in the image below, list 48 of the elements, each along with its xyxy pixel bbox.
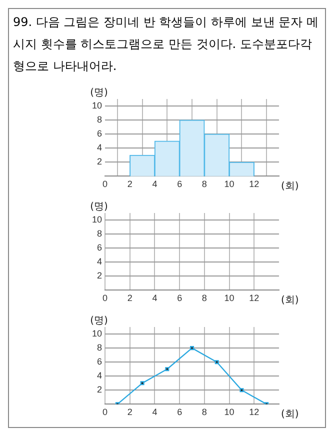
y-tick-label: 6 [96,128,102,139]
point [190,346,194,350]
y-tick-label: 6 [96,242,102,253]
x-axis-title: (회) [281,408,299,420]
y-tick-label: 4 [96,256,102,267]
x-tick-label: 0 [102,293,108,304]
x-tick-label: 12 [249,293,260,304]
x-tick-label: 10 [224,179,234,190]
x-tick-label: 10 [224,293,234,304]
y-tick-label: 2 [96,384,102,395]
x-tick-label: 4 [152,293,158,304]
x-tick-label: 12 [249,407,260,418]
x-tick-label: 6 [177,293,182,304]
y-tick-label: 10 [92,100,102,111]
x-tick-label: 0 [102,179,108,190]
chart-title: 99. 다음 그림은 장미네 반 학생들이 하루에 보낸 문자 메시지 횟수를 히스토그램으로 만든 것이다. 도수분포다각형으로 나타내어라. [12,14,320,75]
y-axis-title: (명) [90,316,108,327]
x-tick-label: 4 [152,179,158,190]
x-tick-label: 10 [224,407,234,418]
y-tick-label: 8 [96,114,102,125]
y-axis-title: (명) [90,88,108,99]
x-tick-label: 8 [202,407,207,418]
point [165,367,170,372]
x-tick-label: 12 [249,179,260,190]
x-tick-label: 8 [202,179,207,190]
y-tick-label: 8 [96,342,102,353]
x-tick-label: 2 [127,407,132,418]
y-tick-label: 10 [92,214,102,225]
x-tick-label: 8 [202,293,207,304]
y-tick-label: 2 [96,270,102,281]
y-tick-label: 2 [96,156,102,167]
point [240,388,244,392]
y-tick-label: 4 [96,142,102,153]
x-tick-label: 6 [177,179,182,190]
y-tick-label: 8 [96,228,102,239]
x-tick-label: 4 [152,407,158,418]
point [214,360,219,364]
point [140,381,144,386]
x-tick-label: 2 [127,179,132,190]
y-tick-label: 4 [96,370,102,381]
y-tick-label: 6 [96,356,102,367]
x-tick-label: 2 [127,293,132,304]
x-tick-label: 0 [102,407,108,418]
x-axis-title: (회) [281,294,299,306]
y-axis-title: (명) [90,202,108,213]
x-tick-label: 6 [177,407,182,418]
x-axis-title: (회) [281,180,299,192]
y-tick-label: 10 [92,328,102,339]
